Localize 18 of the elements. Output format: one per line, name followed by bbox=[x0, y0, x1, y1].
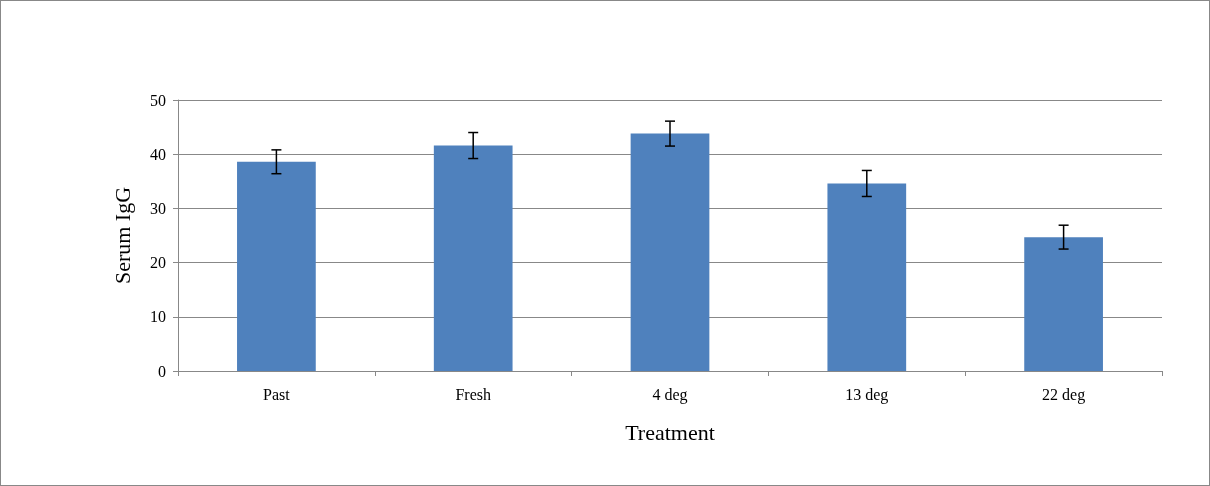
y-tick-label: 20 bbox=[150, 254, 166, 272]
y-tick-label: 40 bbox=[150, 145, 166, 163]
x-tick-label: 13 deg bbox=[845, 385, 889, 404]
x-tick-label: 22 deg bbox=[1042, 385, 1086, 404]
x-tick-label: Fresh bbox=[455, 385, 491, 403]
y-tick-label: 30 bbox=[150, 199, 166, 217]
x-tick-label: 4 deg bbox=[652, 385, 688, 404]
y-tick-label: 0 bbox=[158, 362, 166, 380]
x-tick-label: Past bbox=[263, 385, 291, 403]
y-tick-label: 10 bbox=[150, 308, 166, 326]
bar bbox=[237, 161, 316, 371]
bar bbox=[630, 133, 710, 371]
bar bbox=[1024, 237, 1103, 371]
y-tick-label: 50 bbox=[150, 91, 166, 109]
y-axis-title: Serum IgG bbox=[109, 186, 135, 285]
x-axis-title: Treatment bbox=[625, 419, 715, 445]
bar bbox=[433, 145, 513, 371]
bar bbox=[827, 183, 907, 371]
